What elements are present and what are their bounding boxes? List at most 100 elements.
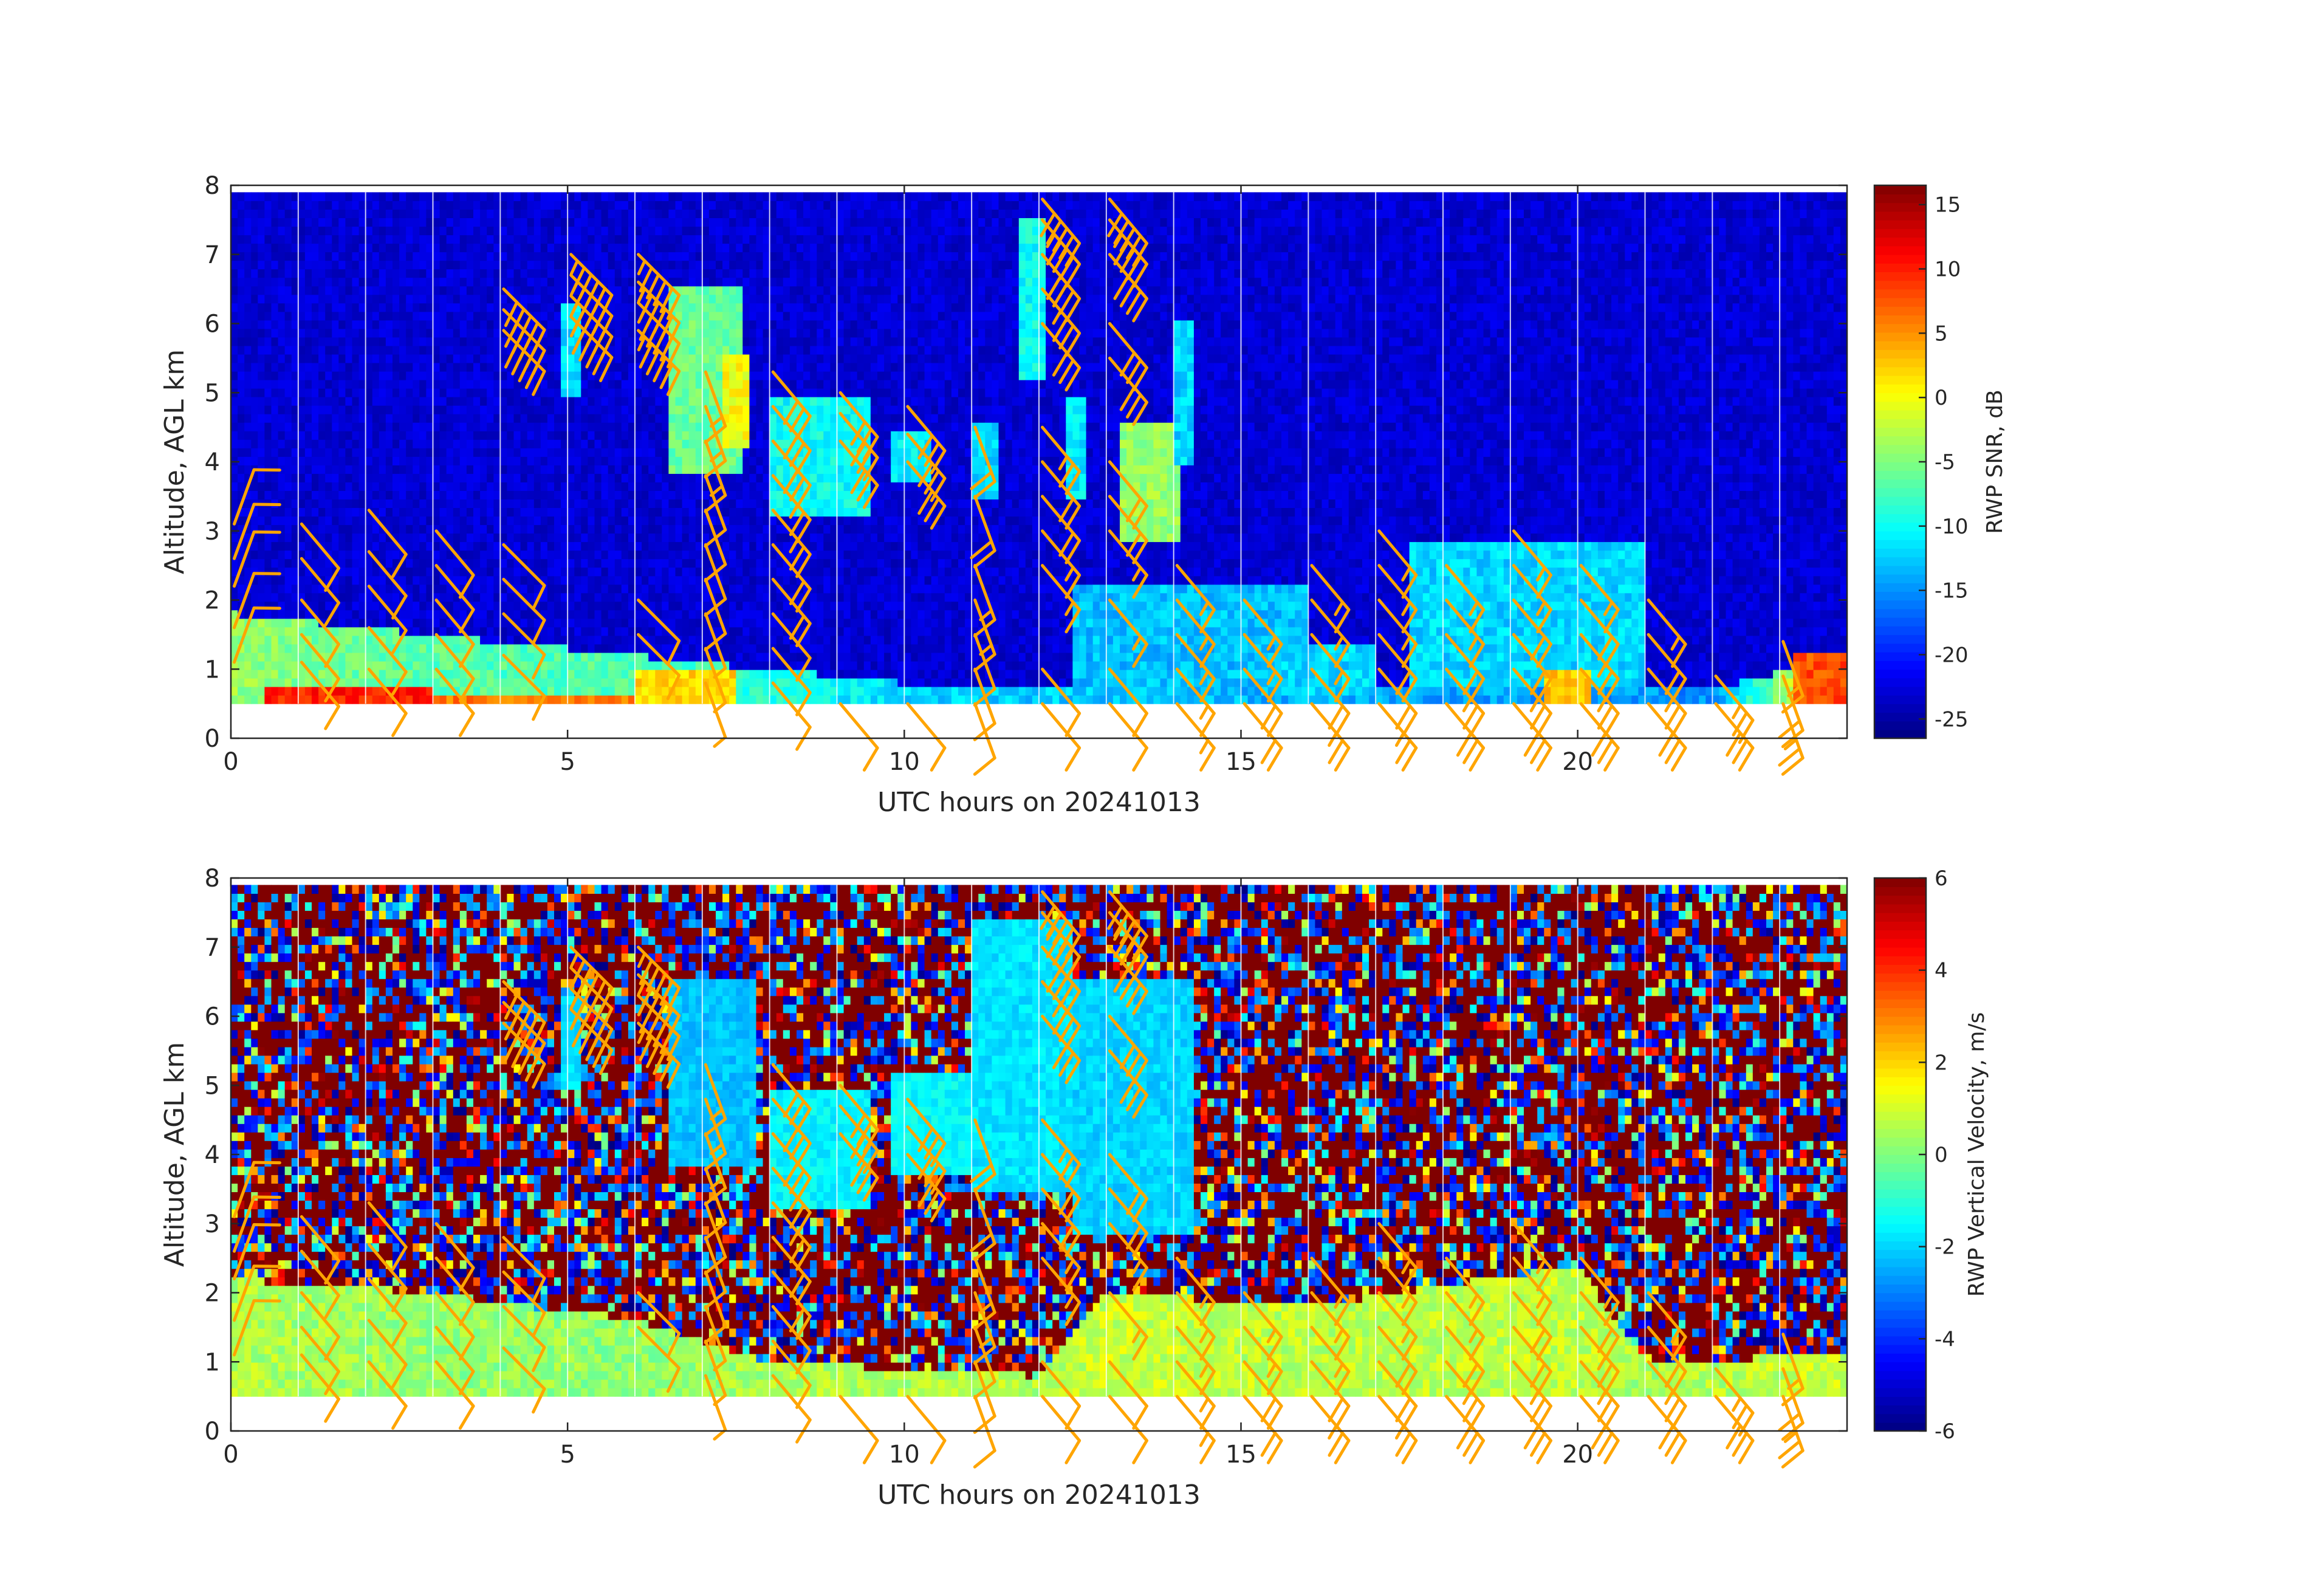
heat-cell bbox=[467, 337, 474, 346]
heat-cell bbox=[541, 244, 548, 253]
heat-cell bbox=[655, 397, 662, 406]
heat-cell bbox=[285, 346, 292, 355]
heat-cell bbox=[742, 602, 750, 611]
heat-cell bbox=[278, 192, 286, 201]
heat-cell bbox=[278, 261, 286, 270]
heat-cell bbox=[763, 473, 770, 482]
heat-cell bbox=[312, 431, 319, 440]
heat-cell bbox=[521, 405, 528, 414]
heat-cell bbox=[655, 218, 662, 227]
heat-cell bbox=[272, 678, 279, 687]
heat-cell bbox=[783, 670, 790, 679]
heat-cell bbox=[541, 414, 548, 423]
heat-cell bbox=[642, 473, 649, 482]
heat-cell bbox=[662, 508, 669, 517]
heat-cell bbox=[541, 388, 548, 397]
heat-cell bbox=[305, 405, 312, 414]
heat-cell bbox=[406, 644, 413, 653]
heat-cell bbox=[352, 320, 360, 329]
heat-cell bbox=[338, 329, 346, 338]
heat-cell bbox=[312, 201, 319, 210]
heat-cell bbox=[763, 261, 770, 270]
heat-cell bbox=[352, 303, 360, 312]
heat-cell bbox=[467, 303, 474, 312]
heat-cell bbox=[392, 286, 400, 295]
heat-cell bbox=[608, 405, 615, 414]
heat-cell bbox=[507, 602, 514, 611]
heat-cell bbox=[272, 585, 279, 594]
heat-cell bbox=[285, 678, 292, 687]
heat-cell bbox=[440, 320, 447, 329]
heat-cell bbox=[588, 568, 595, 577]
heat-cell bbox=[413, 525, 420, 534]
heat-cell bbox=[514, 473, 521, 482]
heat-cell bbox=[648, 670, 656, 679]
heat-cell bbox=[447, 670, 454, 679]
heat-cell bbox=[763, 201, 770, 210]
heat-cell bbox=[622, 687, 629, 696]
heat-cell bbox=[602, 499, 609, 508]
heat-cell bbox=[379, 261, 386, 270]
heat-cell bbox=[392, 490, 400, 499]
heat-cell bbox=[534, 448, 541, 457]
heat-cell bbox=[689, 371, 696, 380]
heat-cell bbox=[561, 516, 568, 526]
heat-cell bbox=[742, 644, 750, 653]
heat-cell bbox=[318, 380, 326, 389]
heat-cell bbox=[567, 363, 575, 372]
heat-cell bbox=[399, 329, 406, 338]
heat-cell bbox=[352, 559, 360, 568]
heat-cell bbox=[325, 209, 332, 218]
heat-cell bbox=[338, 405, 346, 414]
heat-cell bbox=[642, 619, 649, 628]
heat-cell bbox=[366, 516, 373, 526]
heat-cell bbox=[615, 227, 622, 236]
heat-cell bbox=[722, 312, 730, 321]
heat-cell bbox=[392, 551, 400, 560]
heat-cell bbox=[608, 192, 615, 201]
heat-cell bbox=[595, 405, 602, 414]
heat-cell bbox=[272, 320, 279, 329]
heat-cell bbox=[729, 533, 736, 543]
heat-cell bbox=[581, 551, 588, 560]
heat-cell bbox=[588, 661, 595, 670]
heat-cell bbox=[514, 678, 521, 687]
heat-cell bbox=[608, 473, 615, 482]
heat-cell bbox=[487, 593, 494, 602]
heat-cell bbox=[595, 653, 602, 662]
heat-cell bbox=[419, 490, 427, 499]
heat-cell bbox=[359, 269, 366, 278]
heat-cell bbox=[615, 661, 622, 670]
heat-cell bbox=[359, 610, 366, 619]
heat-cell bbox=[305, 397, 312, 406]
heat-cell bbox=[736, 397, 743, 406]
heat-cell bbox=[493, 533, 501, 543]
heat-cell bbox=[676, 516, 683, 526]
heat-cell bbox=[447, 235, 454, 244]
heat-cell bbox=[292, 354, 299, 363]
heat-cell bbox=[433, 499, 440, 508]
heat-cell bbox=[372, 303, 380, 312]
heat-cell bbox=[460, 286, 467, 295]
heat-cell bbox=[574, 482, 581, 491]
heat-cell bbox=[231, 303, 238, 312]
heat-cell bbox=[628, 235, 636, 244]
heat-cell bbox=[588, 585, 595, 594]
heat-cell bbox=[238, 261, 245, 270]
heat-cell bbox=[413, 227, 420, 236]
heat-cell bbox=[264, 661, 272, 670]
heat-cell bbox=[662, 405, 669, 414]
heat-cell bbox=[305, 380, 312, 389]
heat-cell bbox=[487, 329, 494, 338]
heat-cell bbox=[433, 380, 440, 389]
heat-cell bbox=[541, 508, 548, 517]
heat-cell bbox=[668, 227, 676, 236]
heat-cell bbox=[231, 371, 238, 380]
heat-cell bbox=[379, 227, 386, 236]
heat-cell bbox=[547, 439, 555, 448]
heat-cell bbox=[709, 405, 716, 414]
heat-cell bbox=[628, 465, 636, 474]
heat-cell bbox=[722, 439, 730, 448]
heat-cell bbox=[521, 585, 528, 594]
heat-cell bbox=[467, 405, 474, 414]
